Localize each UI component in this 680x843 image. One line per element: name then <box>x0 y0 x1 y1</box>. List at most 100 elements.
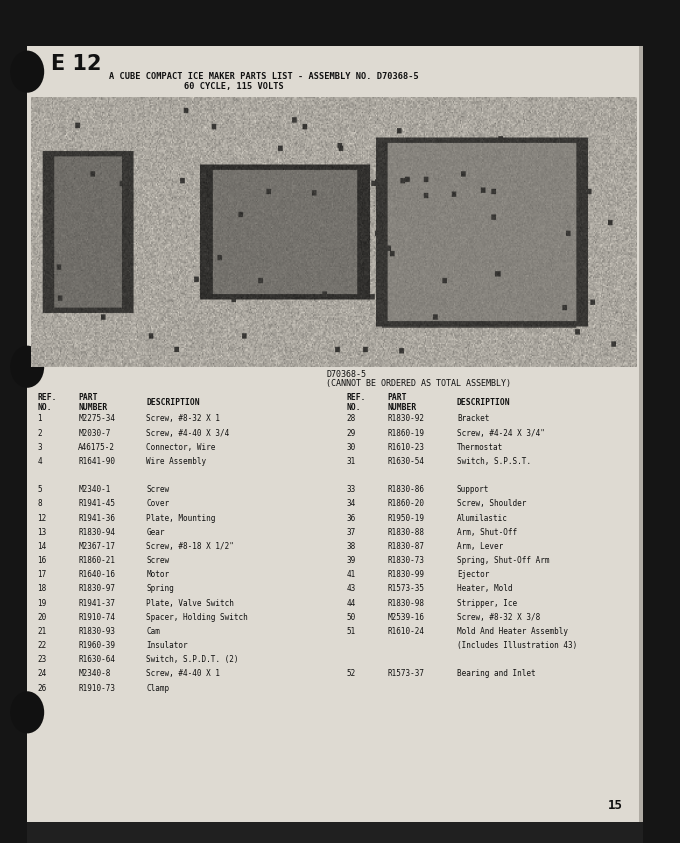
Text: M2340-8: M2340-8 <box>78 669 111 679</box>
Text: Insulator: Insulator <box>146 641 188 650</box>
Text: 16: 16 <box>37 556 47 565</box>
Text: Spring: Spring <box>146 584 174 593</box>
Text: Screw: Screw <box>146 556 169 565</box>
Text: 33: 33 <box>347 486 356 494</box>
Text: Screw, #8-32 X 3/8: Screw, #8-32 X 3/8 <box>457 613 540 622</box>
Text: Switch, S.P.S.T.: Switch, S.P.S.T. <box>457 457 531 466</box>
Text: R1830-94: R1830-94 <box>78 528 115 537</box>
Circle shape <box>10 51 44 93</box>
Text: R1830-86: R1830-86 <box>388 486 424 494</box>
Text: Wire Assembly: Wire Assembly <box>146 457 206 466</box>
Text: E 12: E 12 <box>51 54 101 74</box>
Text: DESCRIPTION: DESCRIPTION <box>146 398 200 407</box>
Bar <box>0 822 680 843</box>
Text: 14: 14 <box>37 542 47 551</box>
Text: DESCRIPTION: DESCRIPTION <box>457 398 511 407</box>
Text: 15: 15 <box>608 798 623 812</box>
Text: 37: 37 <box>347 528 356 537</box>
Text: Screw, #8-18 X 1/2": Screw, #8-18 X 1/2" <box>146 542 234 551</box>
Text: 52: 52 <box>347 669 356 679</box>
Text: 18: 18 <box>37 584 47 593</box>
Text: 60 CYCLE, 115 VOLTS: 60 CYCLE, 115 VOLTS <box>184 83 284 91</box>
Bar <box>0 0 27 843</box>
Text: 13: 13 <box>37 528 47 537</box>
Text: 39: 39 <box>347 556 356 565</box>
Text: M2539-16: M2539-16 <box>388 613 424 622</box>
Text: D70368-5: D70368-5 <box>326 370 367 379</box>
Text: 22: 22 <box>37 641 47 650</box>
Text: 19: 19 <box>37 599 47 608</box>
Text: A CUBE COMPACT ICE MAKER PARTS LIST - ASSEMBLY NO. D70368-5: A CUBE COMPACT ICE MAKER PARTS LIST - AS… <box>109 72 419 81</box>
Text: R1830-88: R1830-88 <box>388 528 424 537</box>
Text: Screw, #8-32 X 1: Screw, #8-32 X 1 <box>146 415 220 423</box>
Text: R1860-20: R1860-20 <box>388 499 424 508</box>
Text: 31: 31 <box>347 457 356 466</box>
Text: 51: 51 <box>347 627 356 636</box>
Text: 36: 36 <box>347 513 356 523</box>
Circle shape <box>10 346 44 388</box>
Text: R1640-16: R1640-16 <box>78 570 115 579</box>
Text: 4: 4 <box>37 457 42 466</box>
Text: Bracket: Bracket <box>457 415 490 423</box>
Text: Cam: Cam <box>146 627 160 636</box>
Text: M2340-1: M2340-1 <box>78 486 111 494</box>
Text: REF.: REF. <box>37 394 57 402</box>
Text: 21: 21 <box>37 627 47 636</box>
Text: A46175-2: A46175-2 <box>78 443 115 452</box>
Text: 20: 20 <box>37 613 47 622</box>
Text: R1941-36: R1941-36 <box>78 513 115 523</box>
Text: 41: 41 <box>347 570 356 579</box>
Text: Stripper, Ice: Stripper, Ice <box>457 599 517 608</box>
Text: R1830-87: R1830-87 <box>388 542 424 551</box>
Text: 43: 43 <box>347 584 356 593</box>
Text: 24: 24 <box>37 669 47 679</box>
Text: R1830-98: R1830-98 <box>388 599 424 608</box>
Text: R1830-73: R1830-73 <box>388 556 424 565</box>
Text: M2367-17: M2367-17 <box>78 542 115 551</box>
Text: Screw: Screw <box>146 486 169 494</box>
Text: NO.: NO. <box>347 403 362 411</box>
Text: M2030-7: M2030-7 <box>78 428 111 438</box>
Text: 5: 5 <box>37 486 42 494</box>
Text: Thermostat: Thermostat <box>457 443 503 452</box>
Text: Screw, #4-40 X 1: Screw, #4-40 X 1 <box>146 669 220 679</box>
Text: 2: 2 <box>37 428 42 438</box>
Text: Clamp: Clamp <box>146 684 169 693</box>
Text: Screw, Shoulder: Screw, Shoulder <box>457 499 526 508</box>
Text: (CANNOT BE ORDERED AS TOTAL ASSEMBLY): (CANNOT BE ORDERED AS TOTAL ASSEMBLY) <box>326 379 511 388</box>
Text: NUMBER: NUMBER <box>78 403 107 411</box>
Text: 12: 12 <box>37 513 47 523</box>
Text: Bearing and Inlet: Bearing and Inlet <box>457 669 536 679</box>
Text: Spacer, Holding Switch: Spacer, Holding Switch <box>146 613 248 622</box>
Text: R1630-54: R1630-54 <box>388 457 424 466</box>
Text: Heater, Mold: Heater, Mold <box>457 584 513 593</box>
Text: R1960-39: R1960-39 <box>78 641 115 650</box>
Text: R1573-37: R1573-37 <box>388 669 424 679</box>
Text: 44: 44 <box>347 599 356 608</box>
Text: 38: 38 <box>347 542 356 551</box>
Text: Connector, Wire: Connector, Wire <box>146 443 216 452</box>
Text: R1630-64: R1630-64 <box>78 655 115 664</box>
Bar <box>0 0 680 46</box>
Text: Arm, Shut-Off: Arm, Shut-Off <box>457 528 517 537</box>
Text: R1950-19: R1950-19 <box>388 513 424 523</box>
Text: Ejector: Ejector <box>457 570 490 579</box>
Text: 29: 29 <box>347 428 356 438</box>
Text: 50: 50 <box>347 613 356 622</box>
Text: 34: 34 <box>347 499 356 508</box>
Text: Spring, Shut-Off Arm: Spring, Shut-Off Arm <box>457 556 549 565</box>
Text: Motor: Motor <box>146 570 169 579</box>
Text: 28: 28 <box>347 415 356 423</box>
Text: NUMBER: NUMBER <box>388 403 417 411</box>
Text: NO.: NO. <box>37 403 52 411</box>
Text: Gear: Gear <box>146 528 165 537</box>
Text: M2275-34: M2275-34 <box>78 415 115 423</box>
Text: Plate, Mounting: Plate, Mounting <box>146 513 216 523</box>
Text: R1941-45: R1941-45 <box>78 499 115 508</box>
Text: PART: PART <box>388 394 407 402</box>
Text: R1860-19: R1860-19 <box>388 428 424 438</box>
Text: R1941-37: R1941-37 <box>78 599 115 608</box>
Text: R1830-99: R1830-99 <box>388 570 424 579</box>
Text: 30: 30 <box>347 443 356 452</box>
Text: Switch, S.P.D.T. (2): Switch, S.P.D.T. (2) <box>146 655 239 664</box>
